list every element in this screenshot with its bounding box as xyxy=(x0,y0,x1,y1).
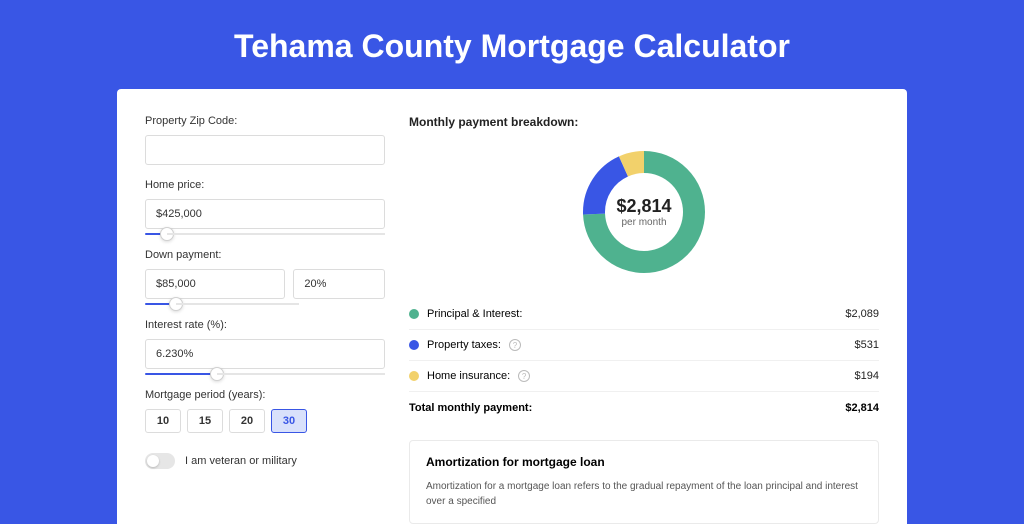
breakdown-row: Home insurance:? $194 xyxy=(409,360,879,391)
down-payment-slider[interactable] xyxy=(145,303,299,305)
veteran-row: I am veteran or military xyxy=(145,453,385,469)
down-payment-field-group: Down payment: xyxy=(145,249,385,305)
breakdown-label: Home insurance: xyxy=(427,370,510,382)
home-price-slider-thumb[interactable] xyxy=(160,227,174,241)
breakdown-row: Property taxes:? $531 xyxy=(409,329,879,360)
breakdown-row: Principal & Interest: $2,089 xyxy=(409,299,879,329)
breakdown-label: Property taxes: xyxy=(427,339,501,351)
home-price-input[interactable] xyxy=(145,199,385,229)
period-button-20[interactable]: 20 xyxy=(229,409,265,433)
page-title: Tehama County Mortgage Calculator xyxy=(0,0,1024,89)
home-price-slider[interactable] xyxy=(145,233,385,235)
period-button-30[interactable]: 30 xyxy=(271,409,307,433)
veteran-toggle[interactable] xyxy=(145,453,175,469)
down-payment-input[interactable] xyxy=(145,269,285,299)
period-button-10[interactable]: 10 xyxy=(145,409,181,433)
breakdown-value: $2,089 xyxy=(845,308,879,320)
donut-sub: per month xyxy=(621,217,666,228)
down-payment-label: Down payment: xyxy=(145,249,385,261)
calculator-card: Property Zip Code: Home price: Down paym… xyxy=(117,89,907,524)
form-column: Property Zip Code: Home price: Down paym… xyxy=(145,115,385,524)
breakdown-value: $531 xyxy=(855,339,879,351)
amortization-title: Amortization for mortgage loan xyxy=(426,455,862,469)
period-button-15[interactable]: 15 xyxy=(187,409,223,433)
amortization-card: Amortization for mortgage loan Amortizat… xyxy=(409,440,879,524)
breakdown-list: Principal & Interest: $2,089 Property taxe… xyxy=(409,299,879,391)
period-field-group: Mortgage period (years): 10152030 xyxy=(145,389,385,433)
zip-input[interactable] xyxy=(145,135,385,165)
total-value: $2,814 xyxy=(845,402,879,414)
zip-label: Property Zip Code: xyxy=(145,115,385,127)
donut-chart: $2,814 per month xyxy=(579,147,709,277)
breakdown-column: Monthly payment breakdown: $2,814 per mo… xyxy=(409,115,879,524)
home-price-label: Home price: xyxy=(145,179,385,191)
interest-label: Interest rate (%): xyxy=(145,319,385,331)
interest-field-group: Interest rate (%): xyxy=(145,319,385,375)
zip-field-group: Property Zip Code: xyxy=(145,115,385,165)
home-price-field-group: Home price: xyxy=(145,179,385,235)
total-label: Total monthly payment: xyxy=(409,402,532,414)
info-icon[interactable]: ? xyxy=(518,370,530,382)
legend-dot xyxy=(409,340,419,350)
donut-value: $2,814 xyxy=(616,196,671,217)
period-label: Mortgage period (years): xyxy=(145,389,385,401)
breakdown-value: $194 xyxy=(855,370,879,382)
amortization-text: Amortization for a mortgage loan refers … xyxy=(426,479,862,509)
veteran-label: I am veteran or military xyxy=(185,455,297,467)
breakdown-label: Principal & Interest: xyxy=(427,308,522,320)
interest-slider-thumb[interactable] xyxy=(210,367,224,381)
interest-input[interactable] xyxy=(145,339,385,369)
interest-slider[interactable] xyxy=(145,373,385,375)
info-icon[interactable]: ? xyxy=(509,339,521,351)
breakdown-title: Monthly payment breakdown: xyxy=(409,115,879,129)
total-row: Total monthly payment: $2,814 xyxy=(409,391,879,424)
period-row: 10152030 xyxy=(145,409,385,433)
down-payment-pct-input[interactable] xyxy=(293,269,385,299)
donut-chart-wrap: $2,814 per month xyxy=(409,147,879,277)
down-payment-slider-thumb[interactable] xyxy=(169,297,183,311)
legend-dot xyxy=(409,371,419,381)
legend-dot xyxy=(409,309,419,319)
